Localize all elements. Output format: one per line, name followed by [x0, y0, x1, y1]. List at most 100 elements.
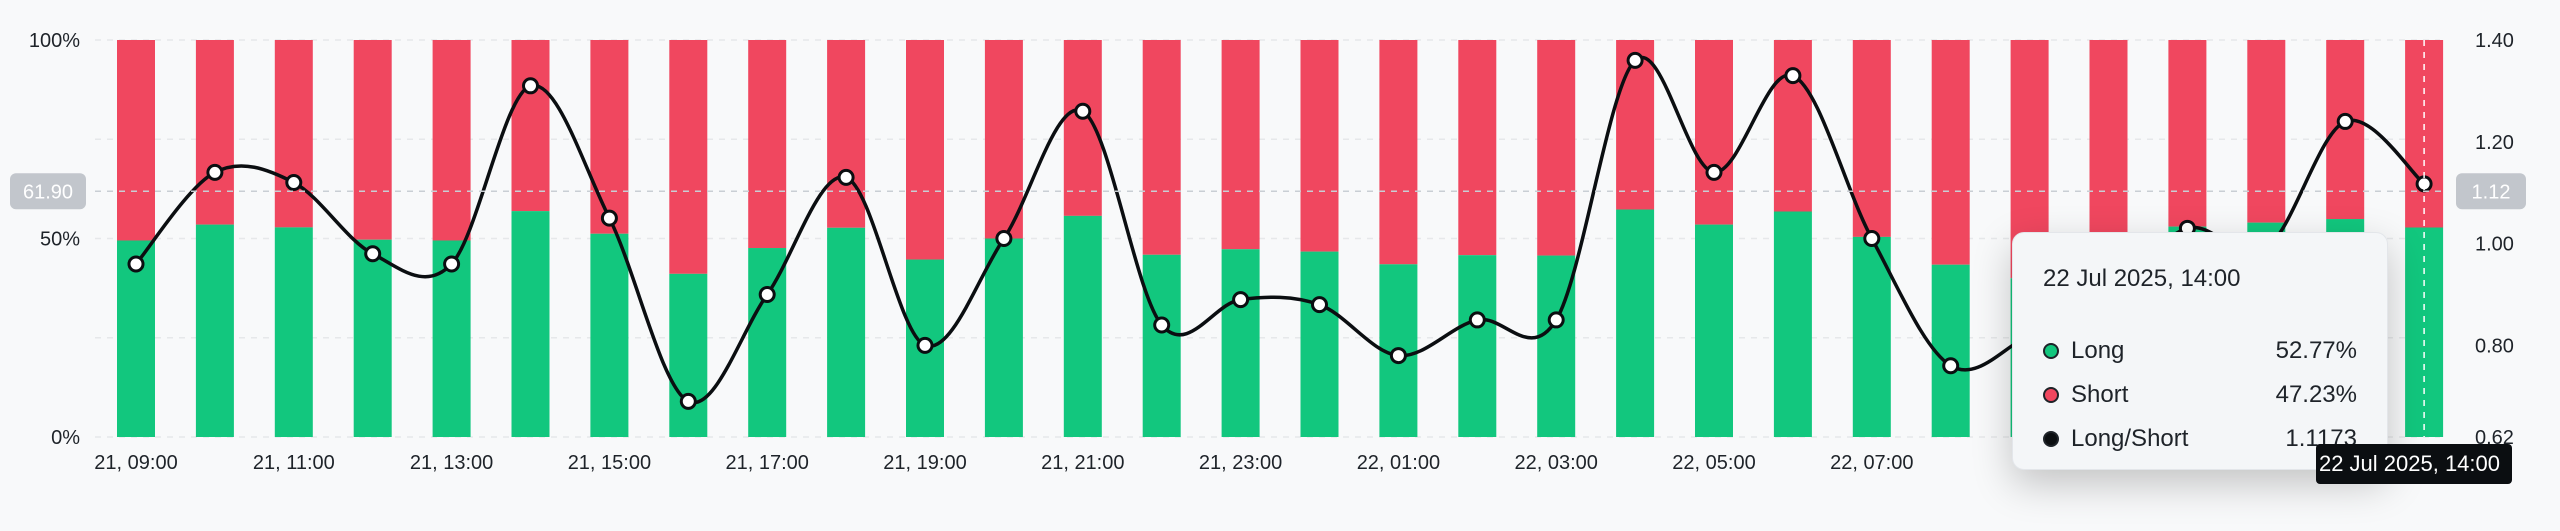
x-tick-label: 21, 13:00 [410, 452, 493, 474]
ratio-point [206, 163, 224, 181]
crosshair-layer: 61.90 1.12 [10, 40, 2526, 437]
short-bar [274, 40, 313, 228]
crosshair-right-badge [2456, 173, 2526, 210]
long-bar [1616, 209, 1655, 437]
crosshair-left-badge [10, 173, 86, 210]
left-tick-label: 0% [51, 427, 80, 449]
x-tick-label: 22, 03:00 [1514, 452, 1597, 474]
tooltip-title: 22 Jul 2025, 14:00 [2043, 265, 2241, 292]
long-bar [353, 239, 392, 437]
ratio-point [1626, 51, 1644, 69]
tooltip-label: Short [2071, 381, 2129, 408]
ratio-point [1153, 316, 1171, 334]
short-bar [1142, 40, 1181, 255]
short-bar [1931, 40, 1970, 265]
x-tick-label: 21, 15:00 [568, 452, 651, 474]
tooltip-label: Long/Short [2071, 425, 2189, 452]
ratio-point [1784, 67, 1802, 85]
short-bar [432, 40, 471, 241]
long-bar [274, 227, 313, 437]
crosshair-left-value: 61.90 [23, 181, 73, 203]
short-bar [2168, 40, 2207, 227]
right-tick-label: 1.00 [2475, 234, 2514, 256]
tooltip-row-long: Long 52.77% [2043, 329, 2357, 373]
x-tick-label: 22, 01:00 [1357, 452, 1440, 474]
ratio-point [2336, 112, 2354, 130]
crosshair-time-label: 22 Jul 2025, 14:00 [2316, 444, 2512, 484]
data-tooltip: 22 Jul 2025, 14:00 Long 52.77% Short 47.… [2012, 232, 2388, 470]
long-bar [984, 238, 1023, 437]
short-bar [1221, 40, 1260, 250]
ratio-point [1389, 347, 1407, 365]
ratio-point [600, 209, 618, 227]
short-bar [1773, 40, 1812, 212]
right-tick-label: 0.80 [2475, 335, 2514, 357]
short-bar [195, 40, 234, 225]
ratio-point [285, 174, 303, 192]
long-bar [511, 211, 550, 437]
tooltip-label: Long [2071, 337, 2125, 364]
long-bar [1695, 224, 1733, 437]
left-tick-label: 50% [40, 229, 80, 251]
long-bar [195, 224, 234, 437]
long-bar [669, 273, 708, 437]
ratio-point [916, 336, 934, 354]
ratio-point [995, 230, 1013, 247]
short-bar [1379, 40, 1418, 265]
long-bar [1852, 236, 1891, 437]
short-dot-icon [2043, 387, 2059, 403]
ratio-point [679, 392, 697, 410]
x-tick-label: 22, 05:00 [1672, 452, 1755, 474]
x-tick-label: 21, 11:00 [253, 452, 335, 474]
x-tick-label: 21, 21:00 [1041, 452, 1124, 474]
short-bar [353, 40, 392, 240]
right-tick-label: 0.62 [2475, 427, 2514, 449]
short-bar [117, 40, 155, 241]
long-bar [1221, 249, 1260, 437]
ratio-point [1863, 230, 1881, 247]
right-tick-label: 1.20 [2475, 132, 2514, 154]
tooltip-row-short: Short 47.23% [2043, 373, 2357, 417]
x-tick-label: 22, 07:00 [1830, 452, 1913, 474]
short-bar [2247, 40, 2286, 223]
ratio-point [1468, 311, 1486, 329]
ratio-point [1942, 357, 1960, 375]
crosshair-right-value: 1.12 [2472, 181, 2511, 203]
ratio-point [127, 255, 145, 273]
long-bar [1458, 255, 1497, 437]
right-tick-label: 1.40 [2475, 30, 2514, 52]
long-bar [1300, 251, 1339, 437]
short-bar [590, 40, 629, 234]
short-bar [1852, 40, 1891, 237]
short-bar [1695, 40, 1733, 225]
long-bar [1063, 215, 1102, 437]
long-bar [1931, 264, 1970, 437]
x-tick-label: 21, 19:00 [883, 452, 966, 474]
short-bar [906, 40, 944, 260]
ratio-dot-icon [2043, 431, 2059, 447]
ratio-point [1311, 296, 1328, 314]
ratio-point [1232, 291, 1250, 309]
long-bar [1142, 254, 1181, 437]
long-bar [1773, 211, 1812, 437]
short-bar [827, 40, 866, 228]
short-bar [1458, 40, 1497, 256]
ratio-point [522, 77, 539, 95]
short-bar [1300, 40, 1339, 252]
short-bar [984, 40, 1023, 239]
long-bar [827, 227, 866, 437]
long-bar [748, 248, 787, 437]
ratio-point [1074, 102, 1092, 120]
tooltip-row-ratio: Long/Short 1.1173 [2043, 417, 2357, 461]
ratio-point [1705, 163, 1723, 181]
long-dot-icon [2043, 343, 2059, 359]
ratio-point [364, 245, 382, 263]
ratio-point [837, 168, 855, 186]
short-bar [511, 40, 550, 212]
x-tick-label: 21, 17:00 [725, 452, 808, 474]
ratio-point [1547, 311, 1565, 329]
long-bar [590, 233, 629, 437]
tooltip-value: 47.23% [2275, 381, 2357, 408]
ratio-point [443, 255, 461, 273]
tooltip-value: 52.77% [2275, 337, 2357, 364]
